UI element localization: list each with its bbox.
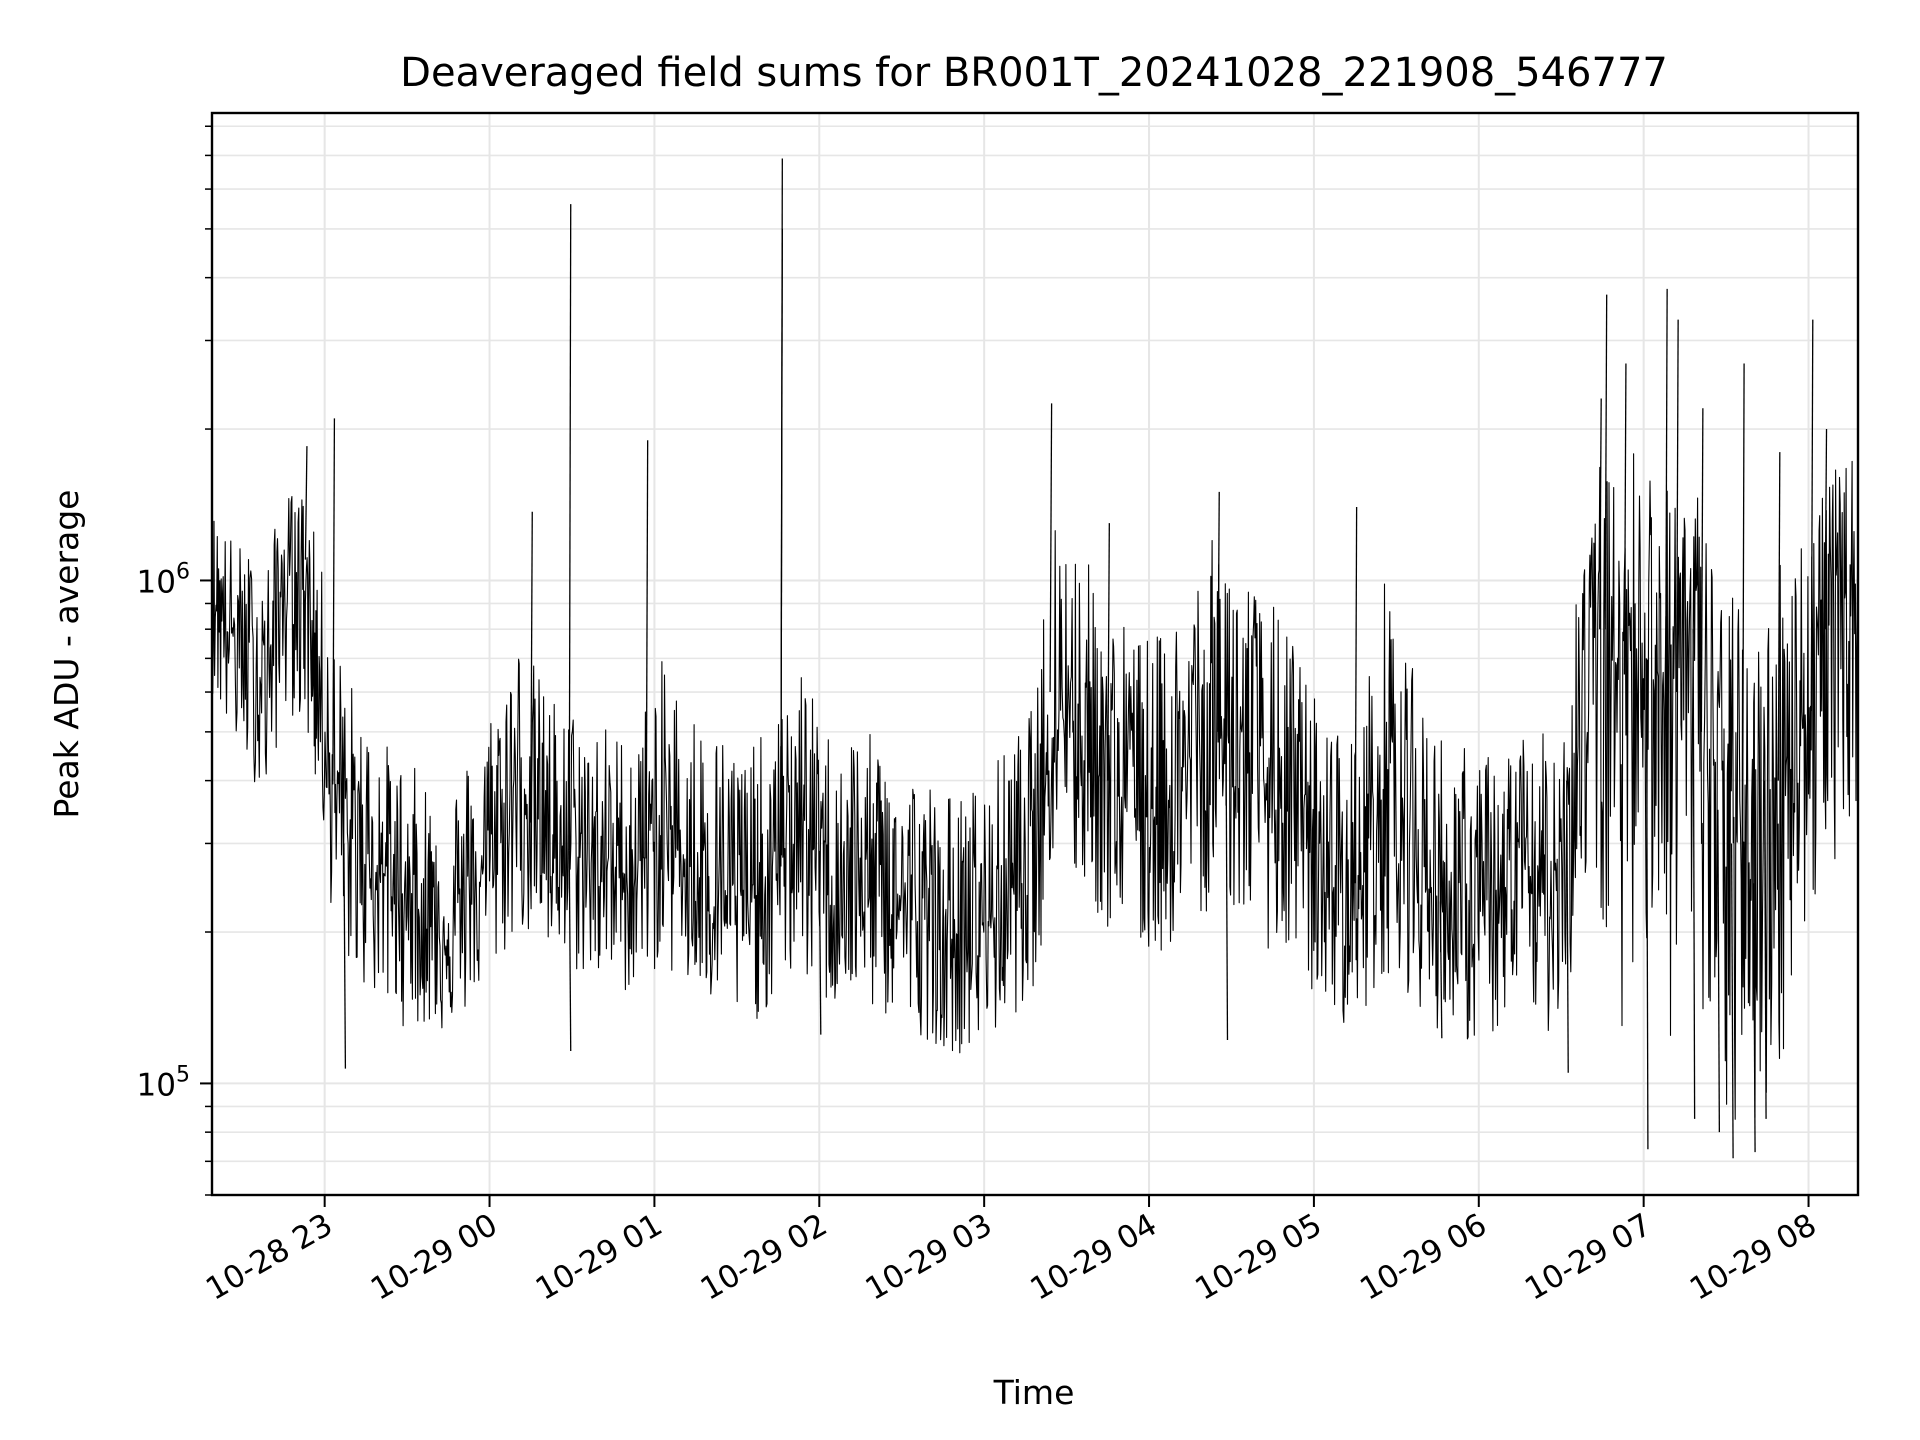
spike-mark xyxy=(1217,491,1220,732)
spike-mark xyxy=(1599,398,1602,630)
spike-mark xyxy=(1225,731,1229,1040)
spike-mark xyxy=(780,228,783,867)
spike-mark xyxy=(343,843,347,1069)
spike-mark xyxy=(1664,288,1668,693)
spike-mark xyxy=(1566,780,1569,1073)
spike-mark xyxy=(1107,523,1110,781)
x-axis-label: Time xyxy=(993,1373,1075,1412)
spike-mark xyxy=(1692,629,1696,1119)
spike-mark xyxy=(1623,363,1627,675)
spike-mark xyxy=(1824,429,1828,630)
spike-mark xyxy=(1049,403,1053,693)
spike-mark xyxy=(1763,780,1767,1119)
data-series xyxy=(211,158,1859,1159)
spike-mark xyxy=(568,204,572,851)
y-tick-exponent: 5 xyxy=(176,1062,190,1087)
plot-frame xyxy=(210,111,1860,1197)
y-tick-label: 105 xyxy=(137,1062,190,1103)
spike-mark xyxy=(818,850,822,1035)
spike-mark xyxy=(568,850,572,1052)
spike-mark xyxy=(1810,319,1814,712)
spike-mark xyxy=(1604,294,1608,630)
spike-mark xyxy=(1730,843,1734,1159)
spike-mark xyxy=(1354,506,1358,884)
spike-mark xyxy=(1741,363,1745,844)
spike-mark xyxy=(1439,901,1443,1039)
chart-title: Deaveraged field sums for BR001T_2024102… xyxy=(400,50,1668,96)
spike-mark xyxy=(645,440,649,859)
spike-mark xyxy=(1777,452,1781,781)
spike-mark xyxy=(1700,408,1704,732)
y-tick-exponent: 6 xyxy=(176,559,190,584)
spike-mark xyxy=(1717,809,1721,1133)
series-line xyxy=(211,453,1859,1120)
grid-lines xyxy=(212,113,1858,1196)
spike-mark xyxy=(332,418,336,781)
spike-mark xyxy=(1645,658,1649,1150)
spike-mark xyxy=(1675,319,1679,693)
spike-mark xyxy=(1752,883,1756,1153)
y-tick-base: 10 xyxy=(137,564,176,600)
spike-mark xyxy=(530,511,533,823)
y-axis-label: Peak ADU - average xyxy=(47,490,86,819)
y-tick-label: 106 xyxy=(137,559,190,600)
spike-mark xyxy=(304,446,308,560)
y-tick-base: 10 xyxy=(137,1067,176,1103)
